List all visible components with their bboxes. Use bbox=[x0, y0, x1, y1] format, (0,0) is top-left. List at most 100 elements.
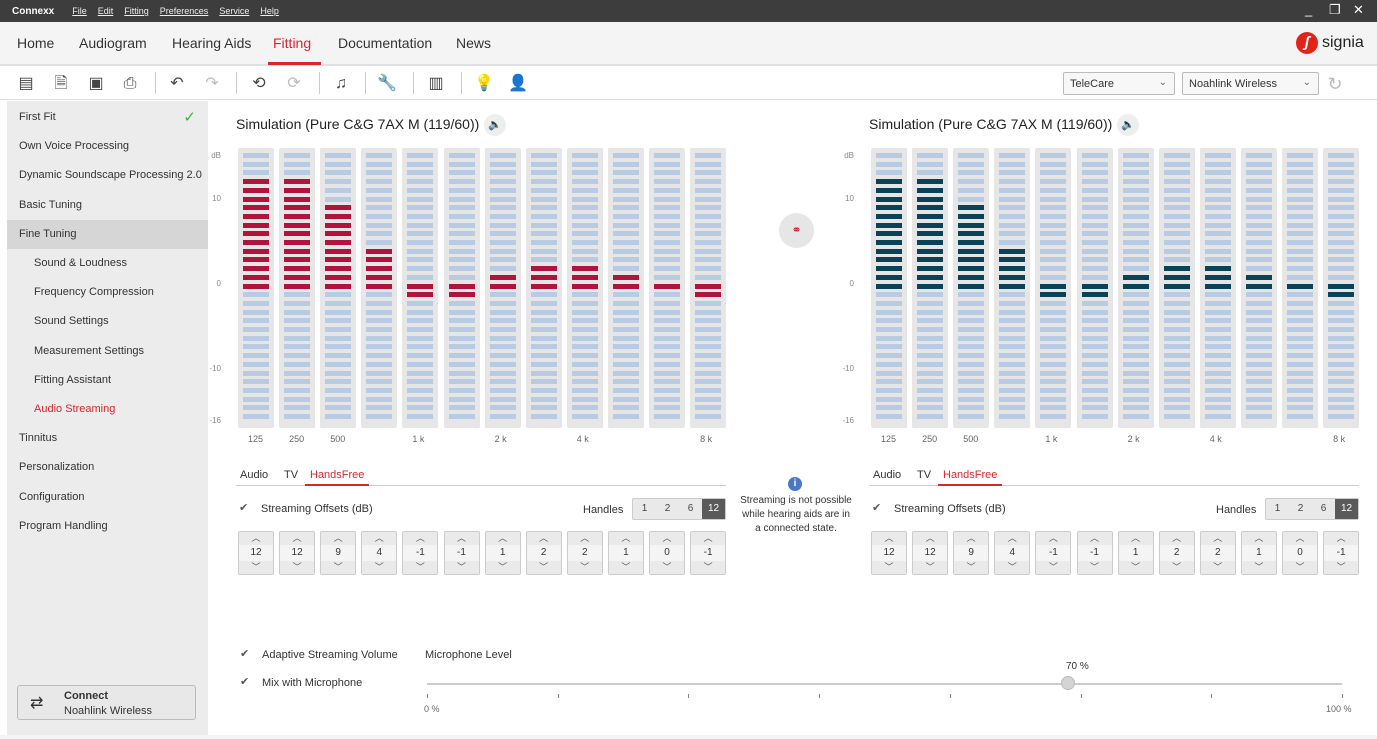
chevron-up-icon[interactable]: ︿ bbox=[1283, 532, 1317, 545]
chevron-down-icon[interactable]: ﹀ bbox=[403, 561, 438, 574]
tab-hearing-aids[interactable]: Hearing Aids bbox=[172, 35, 252, 51]
chevron-up-icon[interactable]: ︿ bbox=[485, 532, 520, 545]
right-handle-6[interactable]: 6 bbox=[687, 503, 694, 514]
chevron-up-icon[interactable]: ︿ bbox=[321, 532, 356, 545]
chevron-up-icon[interactable]: ︿ bbox=[954, 532, 989, 545]
chevron-down-icon[interactable]: ﹀ bbox=[1118, 561, 1153, 574]
restore-button[interactable]: ❐ bbox=[1329, 2, 1341, 17]
chevron-up-icon[interactable]: ︿ bbox=[1200, 532, 1235, 545]
chevron-down-icon[interactable]: ﹀ bbox=[567, 561, 602, 574]
program-dropdown[interactable]: TeleCare ⌄ bbox=[1063, 72, 1175, 95]
chevron-up-icon[interactable]: ︿ bbox=[995, 532, 1030, 545]
chevron-down-icon[interactable]: ﹀ bbox=[1324, 561, 1359, 574]
left-tab-audio[interactable]: Audio bbox=[873, 469, 902, 481]
chevron-up-icon[interactable]: ︿ bbox=[1036, 532, 1071, 545]
chevron-up-icon[interactable]: ︿ bbox=[1159, 532, 1194, 545]
chevron-up-icon[interactable]: ︿ bbox=[526, 532, 561, 545]
left-handle-1[interactable]: 1 bbox=[1274, 503, 1281, 514]
right-tab-audio[interactable]: Audio bbox=[240, 469, 269, 481]
chevron-down-icon[interactable]: ﹀ bbox=[362, 561, 397, 574]
hearing-aid-icon[interactable]: ♫ bbox=[335, 75, 347, 92]
right-streaming-offsets-checkbox[interactable]: ✔ bbox=[239, 502, 249, 514]
menu-edit[interactable]: Edit bbox=[97, 6, 114, 16]
mix-with-microphone-checkbox[interactable]: ✔ bbox=[240, 676, 250, 688]
adaptive-streaming-checkbox[interactable]: ✔ bbox=[240, 648, 250, 660]
chevron-down-icon[interactable]: ﹀ bbox=[954, 561, 989, 574]
link-sides-button[interactable]: ⚭ bbox=[779, 213, 814, 248]
chevron-up-icon[interactable]: ︿ bbox=[567, 532, 602, 545]
chevron-down-icon[interactable]: ﹀ bbox=[526, 561, 561, 574]
tab-documentation[interactable]: Documentation bbox=[338, 35, 433, 51]
chevron-up-icon[interactable]: ︿ bbox=[444, 532, 479, 545]
chevron-down-icon[interactable]: ﹀ bbox=[608, 561, 643, 574]
sidebar-item-sound-settings[interactable]: Sound Settings bbox=[7, 307, 208, 336]
chevron-up-icon[interactable]: ︿ bbox=[691, 532, 726, 545]
wrench-icon[interactable]: 🔧 bbox=[377, 75, 397, 92]
chevron-up-icon[interactable]: ︿ bbox=[239, 532, 273, 545]
left-streaming-offsets-checkbox[interactable]: ✔ bbox=[872, 502, 882, 514]
chevron-down-icon[interactable]: ﹀ bbox=[650, 561, 684, 574]
tab-audiogram[interactable]: Audiogram bbox=[79, 35, 147, 51]
print-icon[interactable]: ⎙ bbox=[123, 75, 137, 92]
chevron-up-icon[interactable]: ︿ bbox=[650, 532, 684, 545]
menu-help[interactable]: Help bbox=[260, 6, 279, 16]
chevron-down-icon[interactable]: ﹀ bbox=[1159, 561, 1194, 574]
sidebar-item-measurement-settings[interactable]: Measurement Settings bbox=[7, 337, 208, 366]
chevron-down-icon[interactable]: ﹀ bbox=[995, 561, 1030, 574]
chevron-down-icon[interactable]: ﹀ bbox=[444, 561, 479, 574]
user-icon[interactable]: 👤 bbox=[508, 75, 528, 92]
sidebar-item-audio-streaming[interactable]: Audio Streaming bbox=[7, 395, 208, 424]
document-icon[interactable]: 🗎 bbox=[54, 75, 68, 92]
menu-fitting[interactable]: Fitting bbox=[124, 6, 149, 16]
left-handle-2[interactable]: 2 bbox=[1297, 503, 1304, 514]
sidebar-item-program-handling[interactable]: Program Handling bbox=[7, 512, 208, 541]
chevron-down-icon[interactable]: ﹀ bbox=[1036, 561, 1071, 574]
sidebar-item-tinnitus[interactable]: Tinnitus bbox=[7, 424, 208, 453]
sleep-mode-icon[interactable]: ▥ bbox=[428, 75, 444, 92]
menu-file[interactable]: File bbox=[72, 6, 87, 16]
chevron-down-icon[interactable]: ﹀ bbox=[1283, 561, 1317, 574]
sidebar-item-sound-loudness[interactable]: Sound & Loudness bbox=[7, 249, 208, 278]
chevron-down-icon[interactable]: ﹀ bbox=[1077, 561, 1112, 574]
save-icon[interactable]: ▣ bbox=[88, 75, 104, 92]
sidebar-item-own-voice-processing[interactable]: Own Voice Processing bbox=[7, 132, 208, 161]
right-handle-1[interactable]: 1 bbox=[641, 503, 648, 514]
right-handle-12[interactable]: 12 bbox=[702, 499, 725, 519]
right-tab-tv[interactable]: TV bbox=[284, 469, 299, 481]
chevron-down-icon[interactable]: ﹀ bbox=[913, 561, 948, 574]
chevron-up-icon[interactable]: ︿ bbox=[913, 532, 948, 545]
menu-service[interactable]: Service bbox=[219, 6, 250, 16]
chevron-up-icon[interactable]: ︿ bbox=[403, 532, 438, 545]
lightbulb-icon[interactable]: 💡 bbox=[474, 75, 494, 92]
microphone-level-slider-handle[interactable] bbox=[1060, 676, 1075, 690]
minimize-button[interactable]: _ bbox=[1305, 2, 1313, 17]
connect-button[interactable]: ⇄ Connect Noahlink Wireless bbox=[17, 685, 196, 720]
menu-preferences[interactable]: Preferences bbox=[159, 6, 209, 16]
close-button[interactable]: ✕ bbox=[1353, 2, 1364, 17]
chevron-down-icon[interactable]: ﹀ bbox=[1241, 561, 1276, 574]
chevron-up-icon[interactable]: ︿ bbox=[608, 532, 643, 545]
chevron-up-icon[interactable]: ︿ bbox=[872, 532, 906, 545]
chevron-up-icon[interactable]: ︿ bbox=[280, 532, 315, 545]
sidebar-item-basic-tuning[interactable]: Basic Tuning bbox=[7, 191, 208, 220]
left-tab-tv[interactable]: TV bbox=[917, 469, 932, 481]
sidebar-item-dynamic-soundscape-processing-2-0[interactable]: Dynamic Soundscape Processing 2.0 bbox=[7, 161, 208, 190]
chevron-down-icon[interactable]: ﹀ bbox=[321, 561, 356, 574]
tab-news[interactable]: News bbox=[456, 35, 492, 51]
client-info-icon[interactable]: ▤ bbox=[18, 75, 34, 92]
right-handle-2[interactable]: 2 bbox=[664, 503, 671, 514]
chevron-up-icon[interactable]: ︿ bbox=[1118, 532, 1153, 545]
chevron-down-icon[interactable]: ﹀ bbox=[280, 561, 315, 574]
add-program-icon[interactable]: ⟲ bbox=[252, 75, 266, 92]
sidebar-item-fitting-assistant[interactable]: Fitting Assistant bbox=[7, 366, 208, 395]
chevron-down-icon[interactable]: ﹀ bbox=[872, 561, 906, 574]
chevron-down-icon[interactable]: ﹀ bbox=[691, 561, 726, 574]
interface-dropdown[interactable]: Noahlink Wireless ⌄ bbox=[1182, 72, 1319, 95]
tab-home[interactable]: Home bbox=[17, 35, 55, 51]
sidebar-item-frequency-compression[interactable]: Frequency Compression bbox=[7, 278, 208, 307]
right-tab-handsfree[interactable]: HandsFree bbox=[310, 469, 365, 481]
tab-fitting[interactable]: Fitting bbox=[273, 35, 312, 51]
sidebar-item-fine-tuning[interactable]: Fine Tuning bbox=[7, 219, 208, 249]
undo-icon[interactable]: ↶ bbox=[170, 75, 184, 92]
chevron-down-icon[interactable]: ﹀ bbox=[485, 561, 520, 574]
